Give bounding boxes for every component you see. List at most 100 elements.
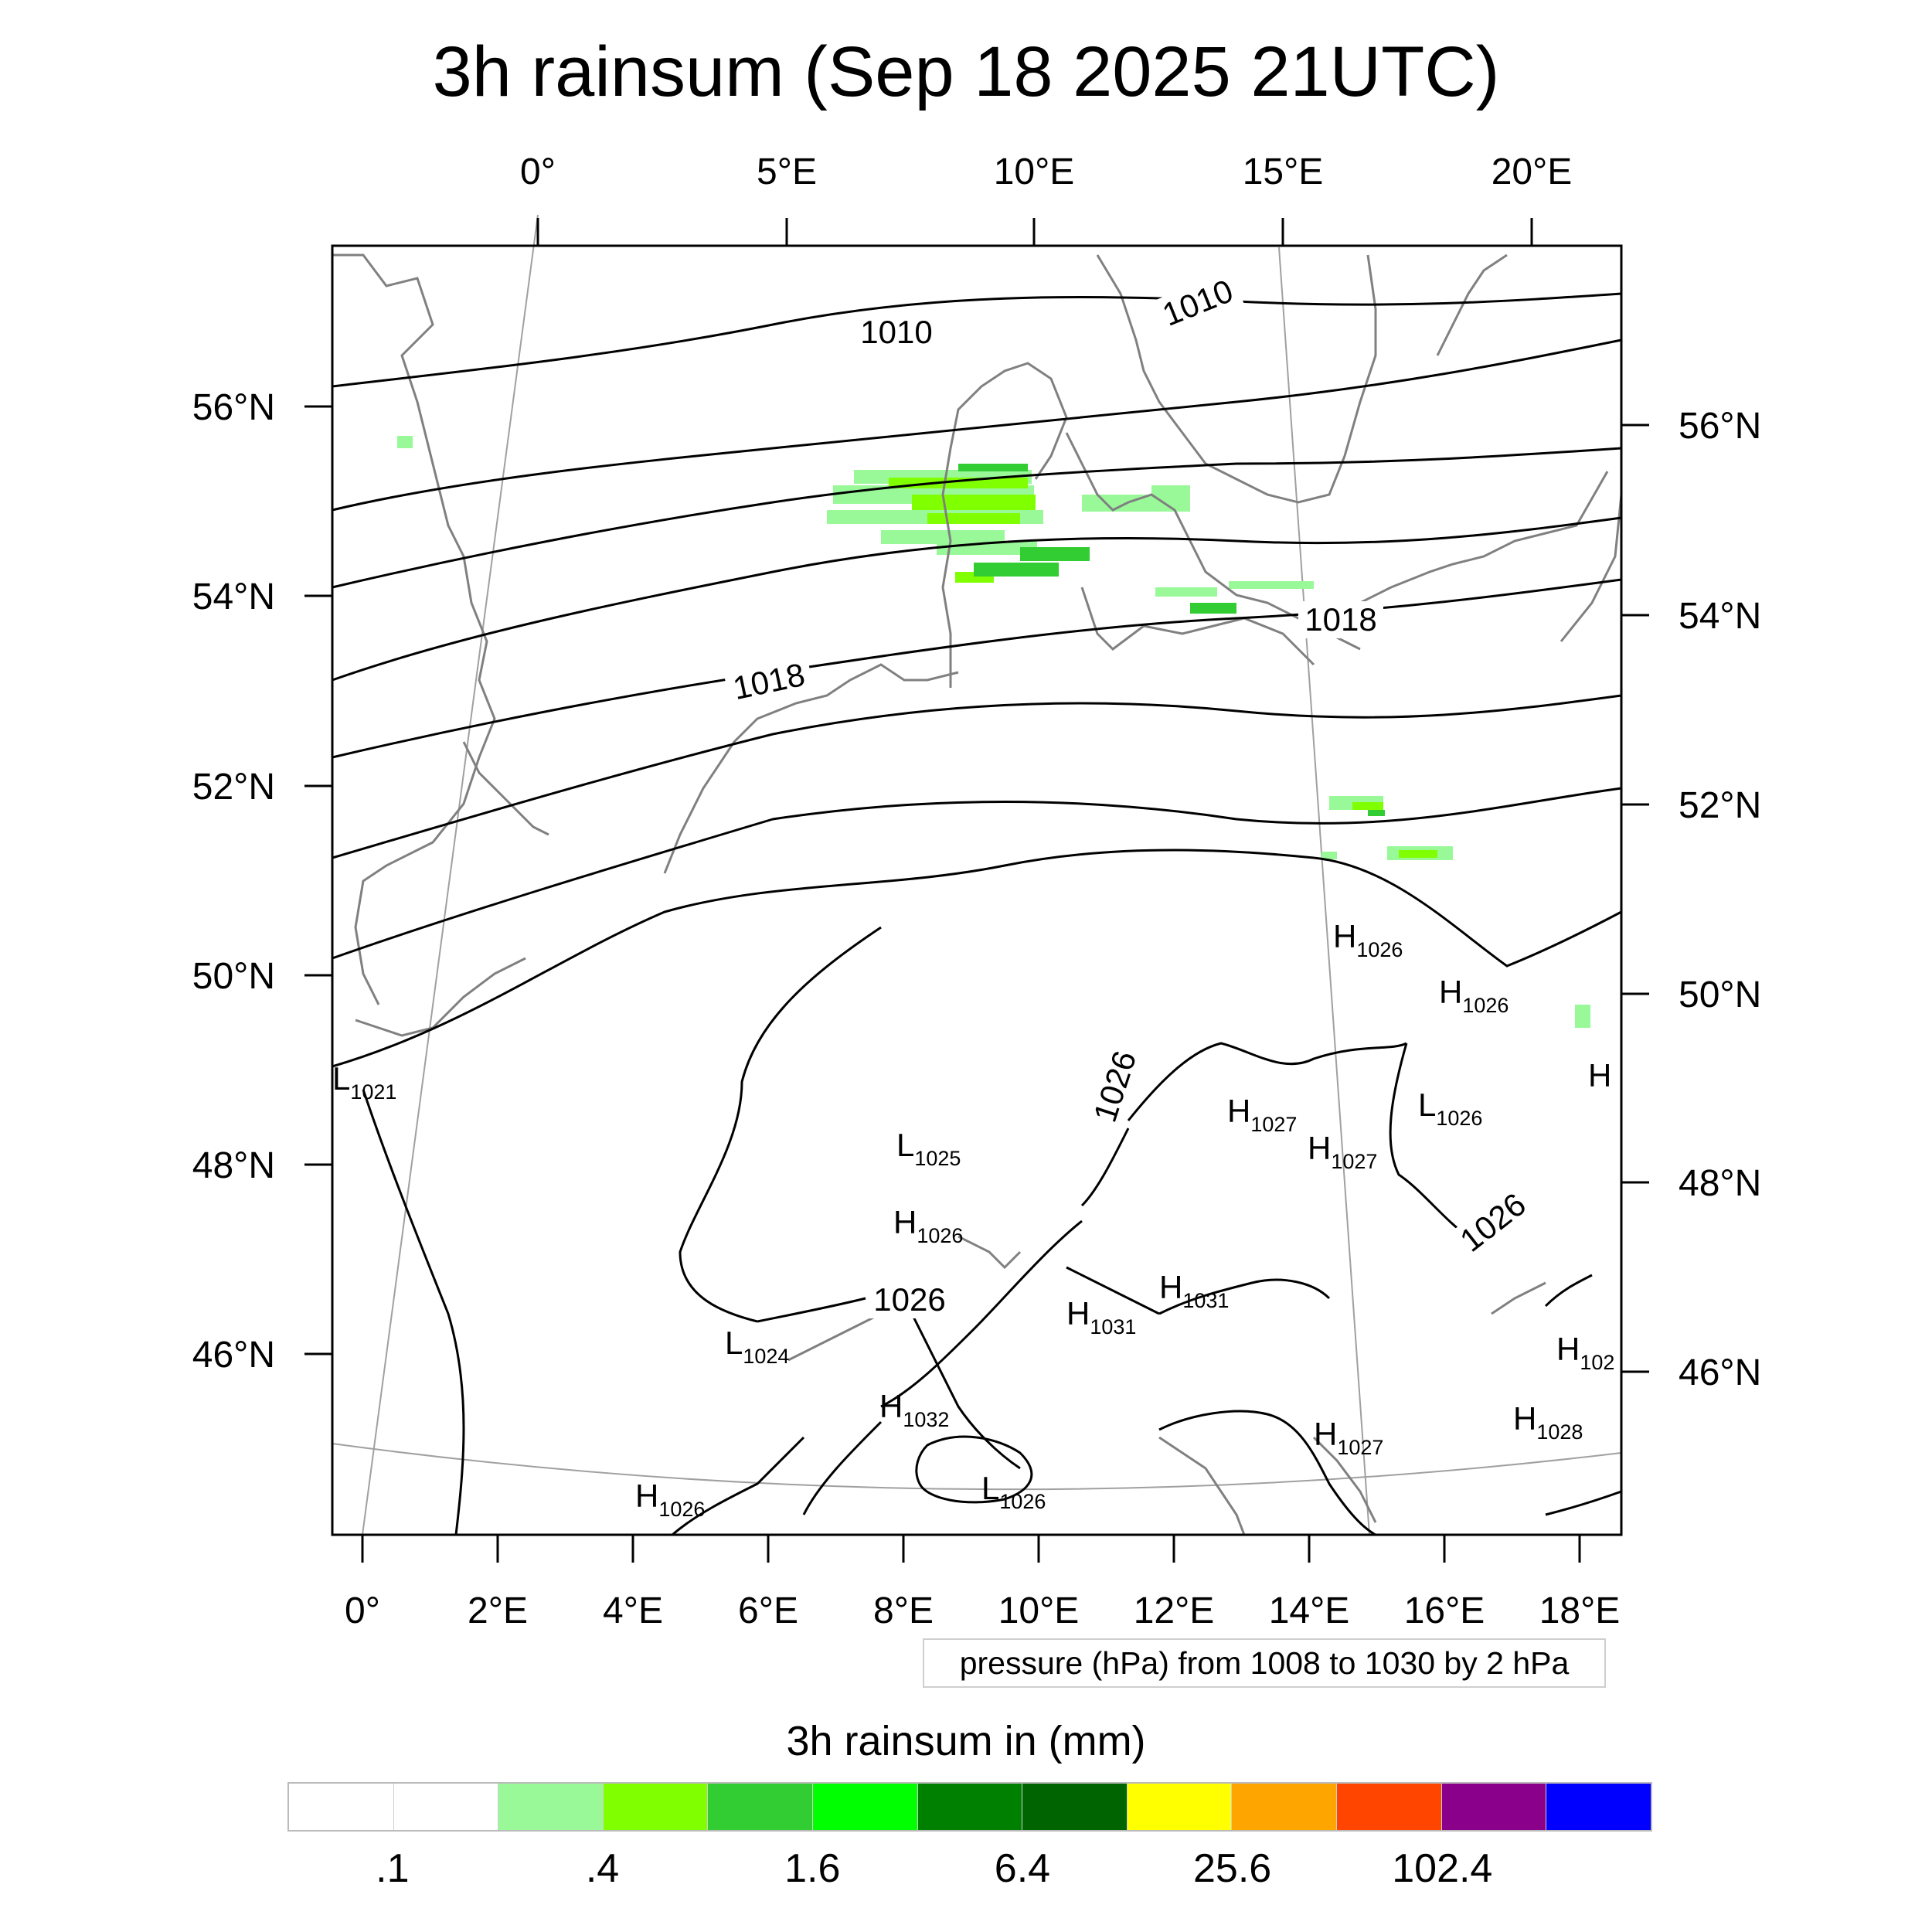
colorbar-swatch	[1022, 1784, 1128, 1830]
colorbar-swatch	[289, 1784, 394, 1830]
isobar-labels: 1010 1010 1018 1018 1026 1026 1026	[723, 270, 1539, 1318]
pressure-center-label: H1031	[1159, 1269, 1229, 1312]
pressure-center-type: H	[1556, 1331, 1580, 1367]
meridian-15e	[1278, 247, 1370, 1536]
pressure-center-type: H	[893, 1204, 917, 1240]
isobar-label: 1018	[730, 656, 808, 706]
bottom-lon-label: 10°E	[998, 1590, 1080, 1631]
chart-title: 3h rainsum (Sep 18 2025 21UTC)	[432, 32, 1500, 111]
pressure-center-type: L	[1418, 1087, 1436, 1123]
pressure-center-label: L1026	[981, 1470, 1046, 1513]
bottom-lon-label: 18°E	[1539, 1590, 1621, 1631]
pressure-center-type: H	[1066, 1295, 1090, 1332]
bottom-lon-label: 0°	[345, 1590, 380, 1631]
pressure-center-label: H1026	[893, 1204, 963, 1247]
colorbar	[287, 1782, 1652, 1832]
bottom-lon-label: 6°E	[738, 1590, 798, 1631]
pressure-center-value: 1027	[1331, 1150, 1377, 1173]
pressure-center-type: H	[1513, 1400, 1536, 1437]
left-lat-label: 48°N	[192, 1145, 275, 1186]
top-lon-label: 15°E	[1243, 151, 1324, 192]
pressure-centers: L1021 H1026 H1026 H H1027 H1027 L1026 L1…	[332, 918, 1614, 1521]
pressure-center-value: 1027	[1337, 1436, 1383, 1459]
colorbar-label: 1.6	[784, 1846, 841, 1891]
left-lat-label: 52°N	[192, 767, 275, 808]
isobar-label: 1010	[860, 314, 932, 350]
pressure-center-value: 1024	[743, 1345, 789, 1368]
pressure-center-type: H	[1308, 1130, 1331, 1166]
pressure-center-value: 1025	[914, 1147, 961, 1170]
pressure-center-value: 1026	[658, 1498, 705, 1521]
colorbar-swatch	[1441, 1784, 1547, 1830]
pressure-center-label: L1024	[725, 1325, 789, 1368]
left-lat-label: 56°N	[192, 387, 275, 428]
right-lat-labels: 56°N 54°N 52°N 50°N 48°N 46°N	[1679, 406, 1761, 1393]
pressure-center-label: H1031	[1066, 1295, 1136, 1338]
pressure-center-label: H1026	[635, 1478, 705, 1521]
colorbar-swatch	[1546, 1784, 1651, 1830]
colorbar-title: 3h rainsum in (mm)	[786, 1718, 1146, 1764]
right-lat-label: 54°N	[1679, 596, 1761, 637]
contour-info-box: pressure (hPa) from 1008 to 1030 by 2 hP…	[923, 1638, 1606, 1688]
parallel-45n	[332, 1443, 1622, 1491]
pressure-center-type: H	[1314, 1416, 1337, 1452]
pressure-center-label: H	[1588, 1057, 1611, 1094]
isobar-label: 1026	[873, 1281, 945, 1318]
pressure-center-label: H1027	[1314, 1416, 1383, 1459]
pressure-center-value: 1027	[1250, 1113, 1297, 1136]
colorbar-swatch	[917, 1784, 1023, 1830]
graticule-lines	[332, 214, 1622, 1536]
bottom-lon-labels: 0° 2°E 4°E 6°E 8°E 10°E 12°E 14°E 16°E 1…	[345, 1590, 1620, 1631]
colorbar-swatch	[393, 1784, 499, 1830]
pressure-center-type: H	[1159, 1269, 1182, 1305]
right-lat-label: 52°N	[1679, 785, 1761, 826]
top-lon-label: 0°	[520, 151, 556, 192]
pressure-center-value: 1028	[1536, 1420, 1583, 1444]
pressure-center-value: 1026	[1436, 1107, 1482, 1130]
top-lon-label: 5°E	[757, 151, 817, 192]
isobar-label: 1010	[1158, 272, 1238, 333]
left-lat-label: 54°N	[192, 577, 275, 617]
pressure-center-value: 1026	[1356, 938, 1403, 961]
pressure-center-type: L	[896, 1127, 914, 1163]
pressure-center-type: H	[879, 1388, 903, 1424]
tick-marks	[304, 218, 1649, 1563]
colorbar-label: 6.4	[994, 1846, 1051, 1891]
pressure-center-type: L	[981, 1470, 999, 1506]
pressure-center-type: H	[1439, 974, 1462, 1010]
pressure-center-value: 1026	[999, 1490, 1046, 1513]
colorbar-swatch	[813, 1784, 918, 1830]
colorbar-swatch	[708, 1784, 814, 1830]
left-lat-label: 50°N	[192, 956, 275, 997]
colorbar-label: .1	[376, 1846, 410, 1891]
pressure-center-label: L1026	[1418, 1087, 1482, 1130]
isobars	[332, 292, 1622, 1536]
colorbar-swatch	[603, 1784, 709, 1830]
colorbar-swatch	[1127, 1784, 1233, 1830]
colorbar-swatch	[498, 1784, 604, 1830]
top-lon-label: 10°E	[994, 151, 1075, 192]
right-lat-label: 48°N	[1679, 1163, 1761, 1204]
pressure-center-type: H	[1333, 918, 1356, 954]
bottom-lon-label: 4°E	[603, 1590, 663, 1631]
bottom-lon-label: 8°E	[873, 1590, 934, 1631]
map-frame	[331, 244, 1623, 1536]
pressure-center-type: L	[332, 1060, 350, 1097]
rain-light-green	[397, 436, 1590, 1028]
top-lon-labels: 0° 5°E 10°E 15°E 20°E	[520, 151, 1572, 192]
pressure-center-value: 1026	[1462, 994, 1509, 1017]
colorbar-swatch	[1337, 1784, 1442, 1830]
pressure-center-value: 102	[1580, 1351, 1614, 1374]
pressure-center-label: L1025	[896, 1127, 961, 1170]
pressure-center-type: L	[725, 1325, 743, 1361]
pressure-center-label: H1032	[879, 1388, 949, 1431]
pressure-center-value: 1021	[350, 1080, 396, 1104]
colorbar-label: .4	[585, 1846, 620, 1891]
right-lat-label: 56°N	[1679, 406, 1761, 447]
bottom-lon-label: 14°E	[1269, 1590, 1350, 1631]
pressure-center-value: 1031	[1090, 1315, 1136, 1338]
colorbar-label: 102.4	[1392, 1846, 1493, 1891]
colorbar-label: 25.6	[1193, 1846, 1272, 1891]
bottom-lon-label: 12°E	[1134, 1590, 1215, 1631]
